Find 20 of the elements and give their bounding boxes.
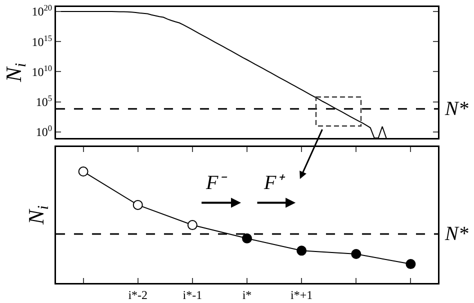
annotation: F⁺ xyxy=(263,172,286,194)
point xyxy=(78,166,88,177)
x-tick-label: i* xyxy=(242,288,252,302)
y-tick-label: 10$^{20}$ xyxy=(32,4,52,19)
y-tick-label: 10$^{5}$ xyxy=(36,94,52,110)
point xyxy=(132,200,143,210)
point xyxy=(296,246,307,256)
point xyxy=(242,233,252,244)
point xyxy=(351,249,362,260)
x-tick-label: i*-2 xyxy=(128,288,148,302)
y-tick-label: 10$^{10}$ xyxy=(32,64,52,79)
x-tick-label: i*+1 xyxy=(290,288,313,302)
annotation: F⁻ xyxy=(205,172,228,194)
ref-line-label: N* xyxy=(444,223,468,245)
x-tick-label: i*-1 xyxy=(182,288,202,302)
ref-line-label: N* xyxy=(444,98,468,120)
y-tick-label: 10$^{0}$ xyxy=(36,124,52,140)
point xyxy=(406,259,416,270)
point xyxy=(187,220,198,230)
y-tick-label: 10$^{15}$ xyxy=(32,34,52,49)
